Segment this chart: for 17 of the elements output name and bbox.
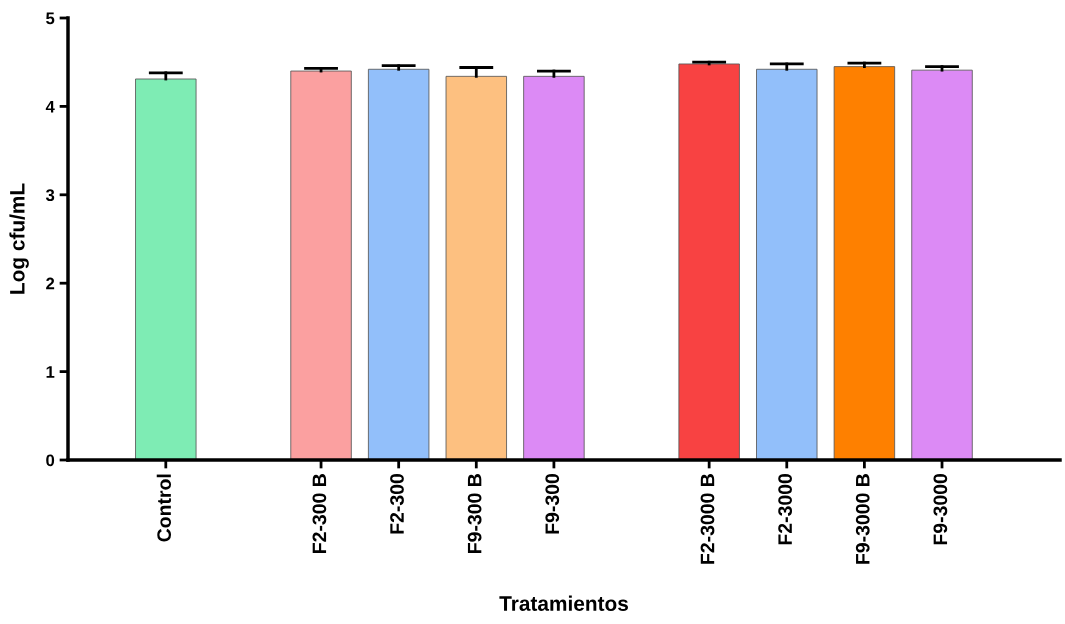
y-tick-label: 5 [46,12,55,25]
x-tick-label: F9-300 B [467,474,482,553]
y-tick-label: 0 [46,454,55,467]
x-tick-label: F2-3000 B [700,474,715,564]
y-tick-label: 3 [45,189,55,202]
x-tick-label: F2-300 [390,473,404,534]
x-tick-label: F2-3000 [778,473,793,545]
x-tick-label: Control [156,474,172,542]
x-tick-label: F2-300 B [312,474,327,553]
x-tick-label: F9-300 [545,473,560,534]
y-tick-label: 1 [46,366,55,378]
x-tick-label: F9-3000 B [855,474,870,564]
y-axis-title: Log cfu/mL [9,183,29,294]
x-axis-title: Tratamientos [499,595,628,611]
y-tick-label: 2 [46,277,55,290]
y-tick-label: 4 [45,100,55,113]
x-tick-label: F9-3000 [933,473,948,545]
